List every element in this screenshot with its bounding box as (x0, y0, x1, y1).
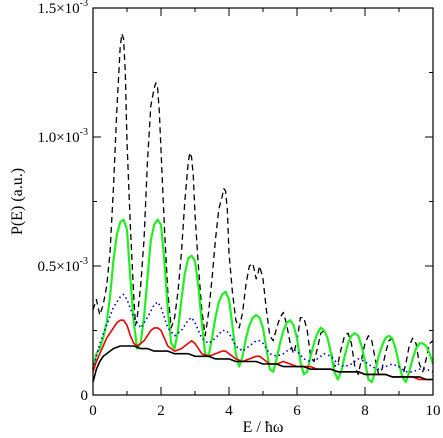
y-axis-title: P(E) (a.u.) (9, 168, 26, 235)
tick-labels: 0 2 4 6 8 10 0 0.5×10-3 1.0×10-3 1.5×10-3 (37, 0, 440, 419)
y-tick-label: 0 (81, 388, 89, 404)
series-line-3 (92, 293, 434, 373)
x-tick-label: 10 (426, 403, 441, 419)
x-tick-label: 8 (361, 403, 369, 419)
x-tick-label: 2 (157, 403, 165, 419)
series-line-1 (92, 33, 434, 378)
ticks-layer (92, 7, 434, 396)
series-line-2 (91, 218, 435, 384)
y-tick-label: 1.5×10-3 (37, 0, 88, 17)
x-tick-label: 4 (225, 403, 233, 419)
x-tick-label: 6 (293, 403, 301, 419)
series-layer (91, 33, 435, 384)
y-tick-label: 1.0×10-3 (37, 127, 88, 146)
plot-frame (92, 7, 434, 396)
x-axis-title: E / ħω (243, 419, 284, 436)
series-line-5 (92, 345, 433, 383)
y-tick-label: 0.5×10-3 (37, 256, 88, 275)
x-tick-label: 0 (89, 403, 97, 419)
